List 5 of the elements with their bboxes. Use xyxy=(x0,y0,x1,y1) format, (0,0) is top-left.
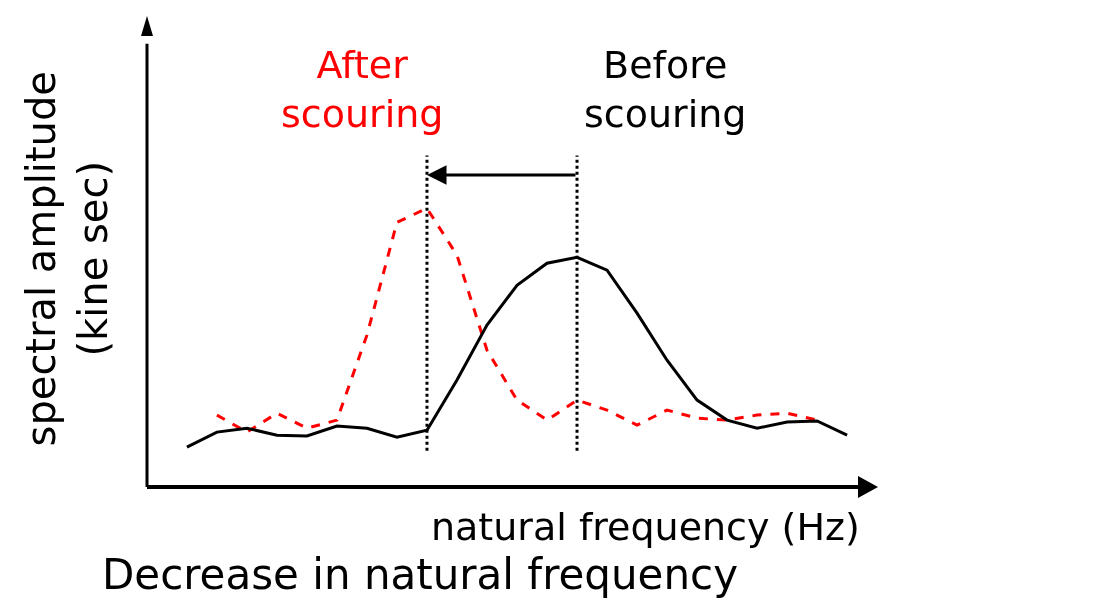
series-label: After scouring xyxy=(281,43,444,137)
text: Before scouring xyxy=(584,43,747,137)
y-axis-title: spectral amplitude (kine sec) xyxy=(18,71,117,447)
x-axis-title: natural frequency (Hz) xyxy=(431,505,860,549)
text: Decrease in natural frequency xyxy=(102,550,739,599)
